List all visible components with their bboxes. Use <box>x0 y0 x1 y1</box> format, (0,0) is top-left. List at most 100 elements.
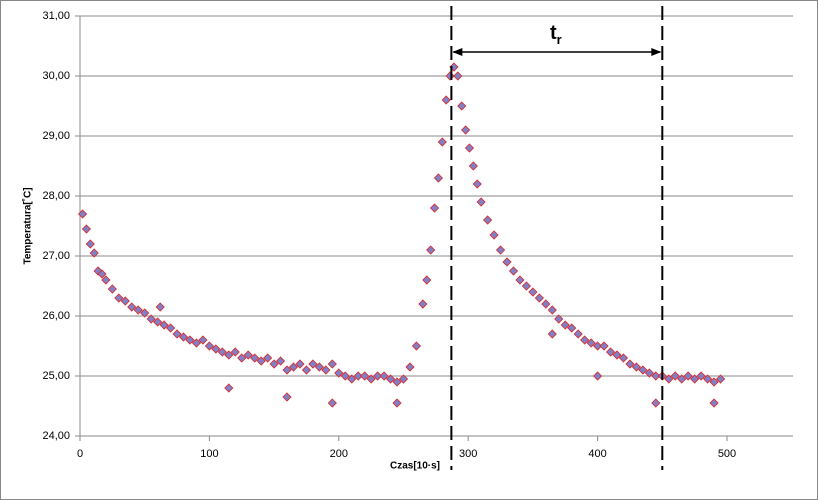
x-tick-label: 100 <box>200 448 218 460</box>
point <box>155 302 165 312</box>
point <box>120 296 130 306</box>
point <box>85 239 95 249</box>
point <box>178 332 189 342</box>
point <box>373 371 383 381</box>
point <box>547 329 557 339</box>
point <box>288 362 299 372</box>
point <box>211 344 221 354</box>
point <box>593 341 603 351</box>
point <box>489 230 499 240</box>
x-axis-label: Czas[10·s] <box>390 461 440 472</box>
point <box>250 353 260 363</box>
point <box>379 371 389 381</box>
point <box>715 374 726 384</box>
point <box>243 350 253 360</box>
y-tick-label: 24,00 <box>42 430 70 442</box>
point <box>159 320 169 330</box>
point <box>353 371 363 381</box>
point <box>638 365 648 375</box>
point <box>468 161 478 171</box>
point <box>429 203 440 213</box>
point <box>321 365 331 375</box>
point <box>690 374 700 384</box>
point <box>360 371 370 381</box>
point <box>217 347 227 357</box>
point <box>437 137 447 147</box>
point <box>263 353 273 363</box>
point <box>433 173 444 183</box>
point <box>586 338 596 348</box>
point <box>709 377 719 387</box>
point <box>166 323 176 333</box>
y-tick-label: 29,00 <box>42 130 70 142</box>
x-tick-label: 500 <box>718 448 736 460</box>
point <box>599 341 609 351</box>
point <box>81 224 92 234</box>
point <box>172 329 182 339</box>
point <box>703 374 713 384</box>
point <box>269 359 279 369</box>
point <box>472 179 482 189</box>
point <box>495 245 506 255</box>
point <box>651 398 661 408</box>
point <box>153 317 163 327</box>
point <box>127 302 137 312</box>
point <box>185 335 195 345</box>
point <box>554 314 564 324</box>
point <box>366 374 376 384</box>
point <box>411 341 422 351</box>
point <box>625 359 635 369</box>
point <box>256 356 266 366</box>
point <box>418 299 428 309</box>
point <box>605 347 616 357</box>
y-tick-label: 26,00 <box>42 310 70 322</box>
arrow-head <box>651 48 662 56</box>
point <box>198 335 208 345</box>
point <box>696 371 706 381</box>
point <box>683 371 693 381</box>
point <box>78 209 88 219</box>
point <box>204 341 214 351</box>
point <box>422 275 432 285</box>
point <box>107 284 117 294</box>
point <box>282 392 292 402</box>
x-tick-label: 0 <box>77 448 83 460</box>
point <box>133 305 143 315</box>
point <box>651 371 661 381</box>
point <box>618 353 629 363</box>
point <box>301 365 312 375</box>
point <box>140 308 150 318</box>
annotation-main: t <box>550 22 557 44</box>
y-tick-label: 31,00 <box>42 10 70 22</box>
point <box>677 374 687 384</box>
point <box>97 269 107 279</box>
point <box>580 335 590 345</box>
point <box>295 359 305 369</box>
point <box>191 338 202 348</box>
point <box>612 350 622 360</box>
point <box>405 362 415 372</box>
point <box>426 245 436 255</box>
point <box>567 323 577 333</box>
annotation-sub: r <box>557 32 562 47</box>
point <box>237 353 247 363</box>
point <box>476 197 486 207</box>
point <box>308 359 318 369</box>
y-tick-label: 28,00 <box>42 190 70 202</box>
y-axis-label: Temperatura[˚C] <box>22 187 34 264</box>
point <box>541 299 551 309</box>
point <box>114 293 124 303</box>
point <box>457 101 467 111</box>
point <box>441 95 451 105</box>
arrow-head <box>452 48 463 56</box>
point <box>515 275 525 285</box>
point <box>502 257 512 267</box>
point <box>347 374 357 384</box>
point <box>534 293 544 303</box>
point <box>664 374 674 384</box>
point <box>314 362 324 372</box>
point <box>282 365 292 375</box>
y-tick-label: 27,00 <box>42 250 70 262</box>
